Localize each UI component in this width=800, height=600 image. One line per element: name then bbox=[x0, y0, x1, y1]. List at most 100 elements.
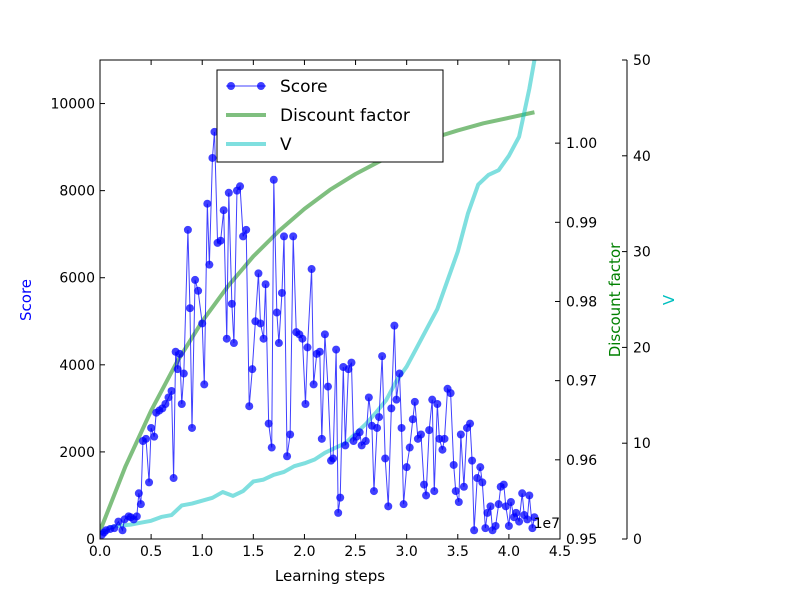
score-point bbox=[446, 389, 455, 398]
score-point bbox=[361, 437, 370, 446]
score-point bbox=[459, 482, 468, 491]
discount-tick-label: 0.99 bbox=[566, 215, 597, 231]
score-point bbox=[169, 474, 178, 483]
score-point bbox=[303, 343, 312, 352]
score-point bbox=[227, 299, 236, 308]
score-point bbox=[364, 393, 373, 402]
score-point bbox=[134, 489, 143, 498]
score-point bbox=[375, 413, 384, 422]
score-point bbox=[422, 491, 431, 500]
score-tick-label: 0 bbox=[86, 532, 95, 548]
score-point bbox=[145, 478, 154, 487]
score-point bbox=[408, 415, 417, 424]
score-point bbox=[259, 334, 268, 343]
plot-frame bbox=[99, 59, 561, 540]
score-point bbox=[219, 206, 228, 215]
score-point bbox=[185, 304, 194, 313]
score-point bbox=[329, 454, 338, 463]
score-point bbox=[177, 400, 186, 409]
score-point bbox=[454, 497, 463, 506]
score-point bbox=[433, 400, 442, 409]
score-point bbox=[518, 489, 527, 498]
score-point bbox=[373, 423, 382, 432]
v-tick-label: 20 bbox=[633, 340, 651, 356]
score-point bbox=[402, 463, 411, 472]
score-point bbox=[205, 260, 214, 269]
score-point bbox=[420, 480, 429, 489]
score-point bbox=[147, 423, 156, 432]
score-point bbox=[280, 232, 288, 241]
legend-score-marker bbox=[257, 82, 265, 90]
x-tick-label: 1.0 bbox=[191, 544, 213, 560]
legend-discount-label: Discount factor bbox=[280, 106, 410, 126]
v-line bbox=[100, 60, 537, 536]
score-point bbox=[355, 428, 364, 437]
score-point bbox=[397, 423, 406, 432]
score-axis-label: Score bbox=[17, 279, 35, 321]
discount-tick-label: 0.97 bbox=[566, 374, 597, 390]
score-point bbox=[114, 517, 123, 526]
discount-axis: 0.95 0.96 0.97 0.98 0.99 1.00 bbox=[555, 136, 597, 548]
score-point bbox=[451, 487, 460, 496]
score-point bbox=[216, 236, 225, 245]
score-point bbox=[369, 487, 378, 496]
x-axis-label: Learning steps bbox=[275, 567, 385, 585]
score-point bbox=[381, 454, 390, 463]
score-point bbox=[164, 393, 173, 402]
score-point bbox=[167, 386, 176, 395]
score-tick-label: 10000 bbox=[50, 97, 95, 113]
score-point bbox=[301, 400, 310, 409]
score-point bbox=[456, 430, 465, 439]
score-point bbox=[491, 521, 500, 530]
score-point bbox=[486, 502, 495, 511]
v-axis: 0 10 20 30 40 50 bbox=[622, 53, 651, 548]
score-point bbox=[203, 199, 212, 208]
score-tick-label: 4000 bbox=[59, 358, 95, 374]
score-point bbox=[334, 508, 343, 517]
score-point bbox=[245, 402, 254, 411]
score-point bbox=[478, 478, 487, 487]
score-point bbox=[512, 508, 521, 517]
v-tick-label: 40 bbox=[633, 149, 651, 165]
v-series bbox=[100, 60, 537, 536]
score-point bbox=[286, 430, 295, 439]
score-point bbox=[438, 445, 447, 454]
x-tick-label: 2.5 bbox=[344, 544, 366, 560]
x-tick-label: 1.5 bbox=[242, 544, 264, 560]
v-tick-label: 30 bbox=[633, 245, 651, 261]
legend-v-label: V bbox=[280, 135, 292, 155]
score-point bbox=[416, 430, 425, 439]
score-point bbox=[392, 395, 401, 404]
score-point bbox=[150, 432, 159, 441]
plot-area bbox=[100, 60, 539, 539]
score-point bbox=[161, 400, 170, 409]
v-axis-label: V bbox=[660, 294, 678, 305]
score-tick-label: 2000 bbox=[59, 445, 95, 461]
score-point bbox=[224, 188, 233, 197]
x-tick-label: 0.5 bbox=[140, 544, 162, 560]
score-point bbox=[449, 460, 458, 469]
score-point bbox=[476, 463, 485, 472]
score-point bbox=[323, 382, 332, 391]
score-point bbox=[175, 349, 184, 358]
x-axis: 0.0 0.5 1.0 1.5 2.0 2.5 3.0 3.5 4.0 4.5 bbox=[89, 60, 571, 560]
v-tick-label: 0 bbox=[633, 532, 642, 548]
score-point bbox=[274, 339, 283, 348]
score-point bbox=[298, 334, 307, 343]
score-point bbox=[307, 265, 316, 274]
discount-axis-label: Discount factor bbox=[606, 242, 624, 357]
score-point bbox=[210, 127, 219, 136]
score-point bbox=[256, 319, 265, 328]
score-point bbox=[525, 491, 534, 500]
score-point bbox=[506, 497, 515, 506]
score-point bbox=[191, 275, 200, 284]
score-point bbox=[132, 512, 141, 521]
score-point bbox=[283, 452, 292, 461]
x-tick-label: 2.0 bbox=[293, 544, 315, 560]
discount-tick-label: 0.96 bbox=[566, 453, 597, 469]
score-point bbox=[179, 369, 188, 378]
score-point bbox=[194, 286, 203, 295]
discount-tick-label: 0.98 bbox=[566, 294, 597, 310]
score-point bbox=[425, 426, 434, 435]
